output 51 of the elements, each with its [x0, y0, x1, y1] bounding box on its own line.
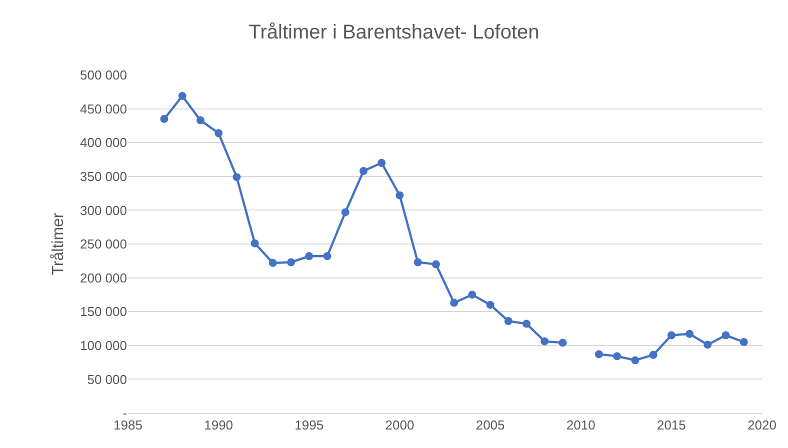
x-tick-label: 1990 [204, 418, 234, 433]
x-tick-label: 2000 [385, 418, 414, 433]
point [686, 330, 694, 338]
y-tick-label: 50 000 [87, 372, 127, 387]
chart-title: Tråltimer i Barentshavet- Lofoten [248, 21, 540, 44]
point [178, 92, 186, 100]
point [268, 258, 277, 267]
x-tick-label: 2005 [476, 418, 505, 433]
point [305, 252, 314, 260]
point [740, 338, 748, 346]
point [704, 340, 712, 349]
y-tick-label: 300 000 [80, 202, 127, 218]
x-tick-label: 2020 [748, 418, 776, 433]
point [214, 129, 223, 138]
point [196, 116, 204, 124]
point [613, 352, 622, 360]
point [378, 158, 386, 167]
y-tick-label: 450 000 [80, 101, 127, 116]
x-tick-label: 2015 [656, 418, 686, 433]
point [250, 239, 259, 248]
point [722, 331, 730, 340]
point [160, 114, 168, 123]
y-tick-label: 250 000 [80, 236, 127, 252]
y-tick-label: 200 000 [80, 270, 127, 286]
point [468, 290, 476, 299]
point [359, 166, 368, 175]
x-tick-label: 1995 [294, 418, 324, 433]
point [558, 338, 567, 347]
y-tick-label: 400 000 [80, 135, 127, 150]
y-tick-label: 100 000 [80, 338, 127, 353]
point [594, 350, 603, 358]
point [414, 258, 422, 266]
point [667, 331, 676, 340]
point [396, 191, 404, 200]
point [432, 260, 440, 268]
point [504, 317, 512, 326]
point [649, 350, 658, 359]
y-tick-label: 150 000 [80, 304, 127, 320]
point [323, 252, 332, 260]
y-axis-title: Tråltimer [50, 212, 67, 276]
point [540, 337, 549, 346]
point [522, 320, 531, 328]
point [232, 173, 241, 182]
y-tick-label: 500 000 [80, 68, 127, 83]
point [287, 258, 296, 266]
y-tick-label: 350 000 [80, 168, 127, 184]
point [486, 300, 494, 309]
point [450, 298, 458, 307]
point [341, 208, 350, 216]
point [631, 356, 640, 364]
x-tick-label: 2010 [566, 418, 596, 433]
